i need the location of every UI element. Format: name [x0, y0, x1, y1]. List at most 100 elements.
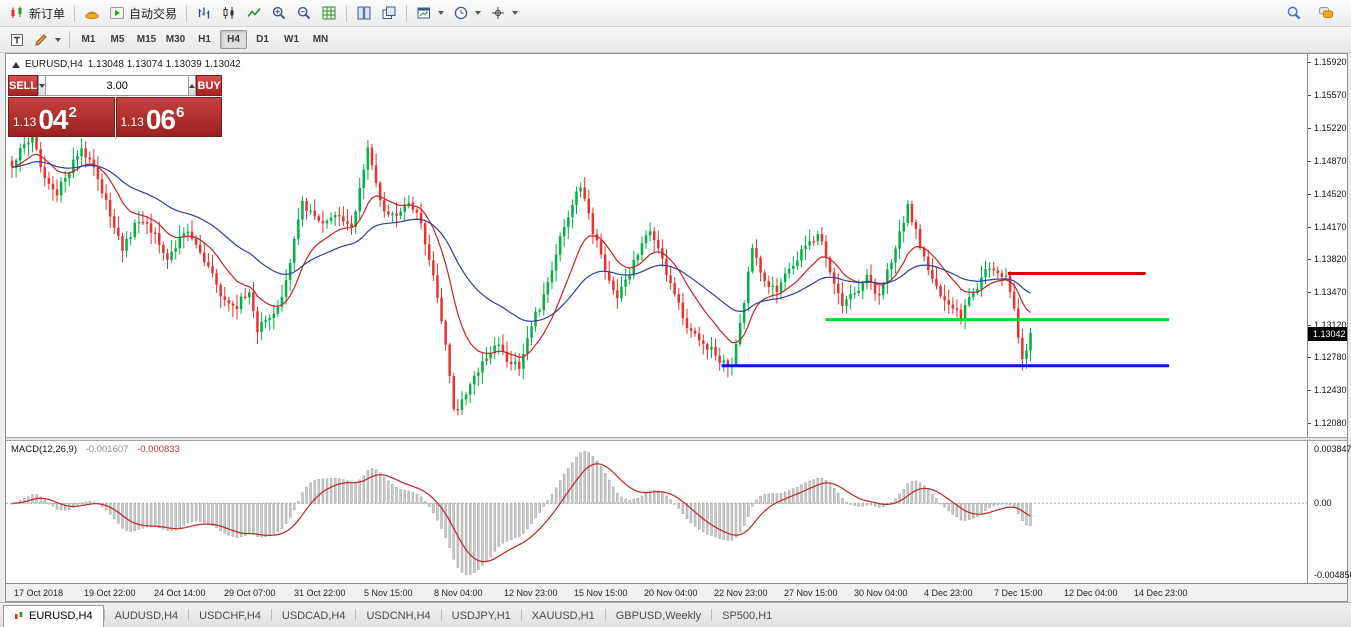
tab-usdcnh-h4[interactable]: USDCNH,H4 [366, 610, 431, 622]
zoom-out-icon [297, 6, 311, 20]
main-chart-svg[interactable] [6, 54, 1307, 437]
chart-symbol: EURUSD,H4 [25, 59, 83, 70]
candlestick-chart-icon [223, 7, 234, 19]
macd-axis-top: 0.003847 [1314, 444, 1351, 454]
new-order-button[interactable]: 新订单 [5, 3, 69, 24]
templates-button[interactable] [5, 30, 29, 50]
price-axis[interactable]: 1.15920 1.15570 1.15220 1.14870 1.14520 1.141… [1307, 54, 1347, 437]
ask-pip-digit: 6 [176, 104, 185, 121]
cascade-windows-button[interactable] [377, 3, 401, 23]
tab-xauusd-h1[interactable]: XAUUSD,H1 [531, 610, 595, 622]
timeframe-m30[interactable]: M30 [165, 34, 186, 45]
macd-svg[interactable] [6, 441, 1307, 583]
bid-price-box[interactable]: 1.13 04 2 [8, 97, 115, 137]
tab-usdchf-h4[interactable]: USDCHF,H4 [199, 610, 261, 622]
autotrading-label: 自动交易 [129, 6, 178, 21]
price-tick: 1.13470 [1308, 287, 1347, 297]
time-label: 19 Oct 22:00 [84, 588, 136, 598]
top-toolbar: 新订单 自动交易 [0, 0, 1351, 27]
zoom-out-button[interactable] [292, 3, 316, 23]
time-label: 29 Oct 07:00 [224, 588, 276, 598]
tab-sp500-h1[interactable]: SP500,H1 [722, 610, 773, 622]
bar-chart-button[interactable] [192, 3, 216, 23]
chevron-down-icon [475, 11, 482, 15]
timeframe-mn[interactable]: MN [312, 34, 329, 45]
tab-audusd-h4[interactable]: AUDUSD,H4 [114, 610, 179, 622]
time-label: 12 Dec 04:00 [1064, 588, 1118, 598]
toolbar-separator [346, 4, 348, 22]
price-tick: 1.15570 [1308, 90, 1347, 100]
tab-separator [440, 609, 442, 621]
search-icon [1287, 6, 1301, 20]
ma-fast-line [11, 153, 1031, 359]
indicators-button[interactable] [317, 3, 341, 23]
search-button[interactable] [1282, 3, 1306, 23]
tab-gbpusd-weekly[interactable]: GBPUSD,Weekly [615, 610, 702, 622]
tab-usdjpy-h1[interactable]: USDJPY,H1 [451, 610, 511, 622]
macd-value-main: -0.001607 [85, 444, 129, 455]
chart-tabs-bar: EURUSD,H4 AUDUSD,H4 USDCHF,H4 USDCAD,H4 USDC… [0, 602, 1351, 627]
indicators-icon [322, 6, 336, 20]
time-axis[interactable]: 17 Oct 2018 19 Oct 22:00 24 Oct 14:00 29 Oc… [6, 583, 1347, 601]
time-label: 20 Nov 04:00 [644, 588, 698, 598]
zoom-in-button[interactable] [267, 3, 291, 23]
sell-button[interactable]: SELL [8, 75, 39, 96]
periods-toolbar: M1 M5 M15 M30 H1 H4 D1 W1 MN [0, 27, 1351, 53]
periods-button[interactable] [449, 3, 485, 23]
candlestick-chart-button[interactable] [217, 3, 241, 23]
price-tick: 1.12780 [1308, 352, 1347, 362]
autotrading-button[interactable]: 自动交易 [105, 3, 181, 24]
volume-decrease-button[interactable] [38, 75, 47, 96]
price-tick: 1.13820 [1308, 254, 1347, 264]
timeframe-m15[interactable]: M15 [136, 34, 157, 45]
gold-button[interactable] [80, 3, 104, 23]
macd-panel: 0.003847 0.00 -0.004856 MACD(12,26,9) -0.0… [6, 441, 1351, 583]
bid-big-digits: 04 [38, 104, 68, 135]
new-chart-button[interactable] [412, 3, 448, 23]
macd-signal-line [11, 463, 1031, 563]
price-tick: 1.14870 [1308, 156, 1347, 166]
ask-prefix: 1.13 [120, 115, 144, 129]
timeframe-m5[interactable]: M5 [110, 34, 125, 45]
volume-input[interactable] [46, 75, 189, 96]
time-label: 5 Nov 15:00 [364, 588, 413, 598]
panel-splitter[interactable] [6, 437, 1347, 441]
toolbar-separator [406, 4, 408, 22]
crosshair-button[interactable] [486, 3, 522, 23]
volume-increase-button[interactable] [188, 75, 197, 96]
chart-window: 1.15920 1.15570 1.15220 1.14870 1.14520 1.141… [5, 53, 1351, 602]
timeframe-d1[interactable]: D1 [256, 34, 269, 45]
timeframe-w1[interactable]: W1 [284, 34, 299, 45]
chart-tab-icon [15, 612, 23, 619]
tile-windows-icon [357, 6, 371, 20]
timeframe-m1[interactable]: M1 [81, 34, 96, 45]
macd-axis-zero: 0.00 [1314, 498, 1332, 509]
templates-icon [11, 33, 23, 46]
candlestick-series [10, 125, 1032, 416]
tab-separator [103, 609, 105, 621]
zoom-in-icon [272, 6, 286, 20]
ask-price-box[interactable]: 1.13 06 6 [115, 97, 222, 137]
line-chart-button[interactable] [242, 3, 266, 23]
triangle-down-icon [39, 83, 46, 88]
chat-button[interactable] [1314, 3, 1338, 23]
price-tick: 1.14520 [1308, 189, 1347, 199]
time-label: 8 Nov 04:00 [434, 588, 483, 598]
bid-pip-digit: 2 [68, 104, 77, 121]
price-tick: 1.13120 [1308, 320, 1347, 330]
toolbar-separator [69, 31, 70, 48]
timeframe-h1[interactable]: H1 [198, 34, 211, 45]
chart-marker-icon [12, 61, 20, 68]
chevron-down-icon [438, 11, 445, 15]
tab-separator [188, 609, 190, 621]
tab-usdcad-h4[interactable]: USDCAD,H4 [281, 610, 346, 622]
buy-button[interactable]: BUY [196, 75, 222, 96]
timeframe-h4[interactable]: H4 [220, 30, 247, 49]
tab-eurusd-h4[interactable]: EURUSD,H4 [3, 605, 104, 627]
tile-windows-button[interactable] [352, 3, 376, 23]
draw-tools-button[interactable] [29, 30, 65, 50]
tab-separator [604, 609, 606, 621]
macd-axis[interactable]: 0.003847 0.00 -0.004856 [1307, 441, 1351, 583]
toolbar-separator [74, 4, 76, 22]
chart-title: EURUSD,H4 1.13048 1.13074 1.13039 1.1304… [12, 59, 241, 70]
